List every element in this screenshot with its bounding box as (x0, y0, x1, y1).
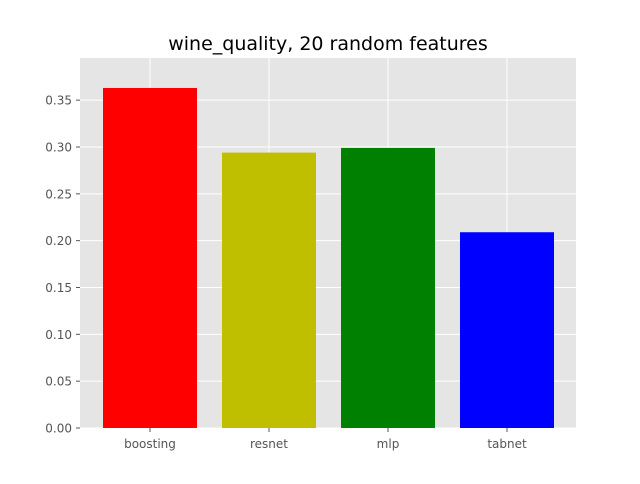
x-axis: boosting resnet mlp tabnet (124, 428, 527, 451)
bar-boosting (103, 87, 197, 429)
y-axis: 0.00 0.05 0.10 0.15 0.20 0.25 0.30 0.35 (45, 94, 80, 436)
y-tick-label: 0.15 (45, 281, 72, 295)
x-tick-label: boosting (124, 437, 176, 451)
bar-tabnet (460, 232, 554, 428)
bar-resnet (222, 152, 316, 428)
y-tick-label: 0.30 (45, 140, 72, 154)
chart-title: wine_quality, 20 random features (168, 33, 488, 55)
x-tick-label: resnet (250, 437, 288, 451)
y-tick-label: 0.05 (45, 375, 72, 389)
bar-layer (103, 87, 554, 429)
y-tick-label: 0.00 (45, 422, 72, 436)
y-tick-label: 0.25 (45, 187, 72, 201)
y-tick-label: 0.20 (45, 234, 72, 248)
bar-mlp (341, 147, 435, 428)
y-tick-label: 0.10 (45, 328, 72, 342)
x-tick-label: mlp (377, 437, 400, 451)
x-tick-label: tabnet (487, 437, 527, 451)
y-tick-label: 0.35 (45, 94, 72, 108)
